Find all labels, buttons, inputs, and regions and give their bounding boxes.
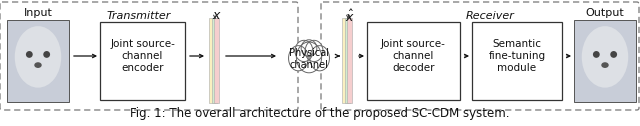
Text: Output: Output <box>586 8 625 18</box>
Ellipse shape <box>310 46 330 71</box>
Bar <box>209 18 215 103</box>
Ellipse shape <box>582 26 628 88</box>
Ellipse shape <box>602 62 609 68</box>
Circle shape <box>611 51 617 58</box>
Circle shape <box>44 51 50 58</box>
Ellipse shape <box>289 46 308 71</box>
Text: Physical
channel: Physical channel <box>289 48 329 70</box>
Text: Fig. 1: The overall architecture of the proposed SC-CDM system.: Fig. 1: The overall architecture of the … <box>131 107 509 120</box>
FancyBboxPatch shape <box>367 22 460 100</box>
Text: $x$: $x$ <box>212 9 222 22</box>
Text: Input: Input <box>24 8 52 18</box>
Text: Joint source-
channel
decoder: Joint source- channel decoder <box>381 39 446 73</box>
Bar <box>214 18 218 103</box>
FancyBboxPatch shape <box>472 22 562 100</box>
Text: Joint source-
channel
encoder: Joint source- channel encoder <box>110 39 175 73</box>
Ellipse shape <box>15 26 61 88</box>
Ellipse shape <box>295 40 313 62</box>
Text: Transmitter: Transmitter <box>107 11 171 21</box>
Ellipse shape <box>305 40 323 62</box>
Circle shape <box>26 51 33 58</box>
Ellipse shape <box>301 40 317 57</box>
Bar <box>211 18 216 103</box>
Circle shape <box>593 51 600 58</box>
Text: Receiver: Receiver <box>465 11 515 21</box>
Bar <box>344 18 349 103</box>
Bar <box>346 18 351 103</box>
FancyBboxPatch shape <box>574 20 636 102</box>
FancyBboxPatch shape <box>100 22 185 100</box>
Ellipse shape <box>296 42 322 73</box>
FancyBboxPatch shape <box>7 20 69 102</box>
Bar <box>342 18 348 103</box>
Text: $\hat{x}$: $\hat{x}$ <box>345 9 355 25</box>
Text: Semantic
fine-tuning
module: Semantic fine-tuning module <box>488 39 545 73</box>
Ellipse shape <box>35 62 42 68</box>
